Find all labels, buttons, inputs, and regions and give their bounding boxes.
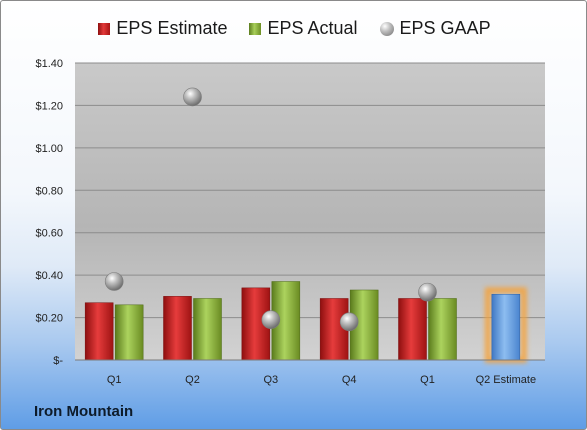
y-tick-label: $1.00 bbox=[35, 143, 63, 155]
legend-swatch-eps-gaap bbox=[379, 21, 394, 36]
x-tick-label: Q2 bbox=[185, 374, 200, 386]
marker-eps-gaap bbox=[339, 312, 359, 332]
x-tick-label: Q2 Estimate bbox=[476, 374, 537, 386]
y-tick-label: $0.20 bbox=[35, 313, 63, 325]
legend-label-eps-actual: EPS Actual bbox=[267, 18, 358, 38]
y-tick-label: $0.60 bbox=[35, 228, 63, 240]
plot-area bbox=[75, 63, 545, 360]
legend-item-eps-estimate: EPS Estimate bbox=[98, 18, 227, 39]
x-tick-label: Q4 bbox=[342, 374, 357, 386]
y-tick-label: $1.40 bbox=[35, 58, 63, 70]
bar-eps-actual bbox=[193, 298, 222, 361]
bar-eps-actual bbox=[428, 298, 457, 361]
bar-eps-estimate bbox=[163, 296, 192, 361]
x-tick-label: Q3 bbox=[263, 374, 278, 386]
marker-eps-gaap bbox=[418, 282, 437, 302]
legend-label-eps-estimate: EPS Estimate bbox=[116, 18, 228, 38]
y-tick-label: $0.80 bbox=[35, 185, 63, 197]
x-tick-label: Q1 bbox=[420, 374, 435, 386]
legend-label-eps-gaap: EPS GAAP bbox=[399, 18, 491, 38]
bar-q2-estimate bbox=[491, 293, 521, 361]
legend-swatch-eps-estimate bbox=[98, 22, 111, 35]
legend-swatch-eps-actual bbox=[249, 22, 262, 35]
bar-eps-estimate bbox=[319, 298, 349, 361]
x-tick-label: Q1 bbox=[107, 374, 122, 386]
bar-eps-estimate bbox=[84, 302, 114, 361]
legend-item-eps-gaap: EPS GAAP bbox=[379, 18, 491, 39]
bar-eps-estimate bbox=[398, 298, 427, 361]
y-tick-label: $- bbox=[53, 355, 63, 367]
y-tick-label: $1.20 bbox=[35, 100, 63, 112]
marker-eps-gaap bbox=[104, 272, 124, 291]
legend-item-eps-actual: EPS Actual bbox=[249, 18, 358, 39]
marker-eps-gaap bbox=[261, 310, 281, 329]
y-tick-label: $0.40 bbox=[35, 270, 63, 282]
company-name: Iron Mountain bbox=[34, 403, 134, 420]
marker-eps-gaap bbox=[183, 87, 202, 107]
bar-eps-actual bbox=[114, 304, 144, 361]
legend: EPS Estimate EPS Actual EPS GAAP bbox=[1, 18, 586, 39]
